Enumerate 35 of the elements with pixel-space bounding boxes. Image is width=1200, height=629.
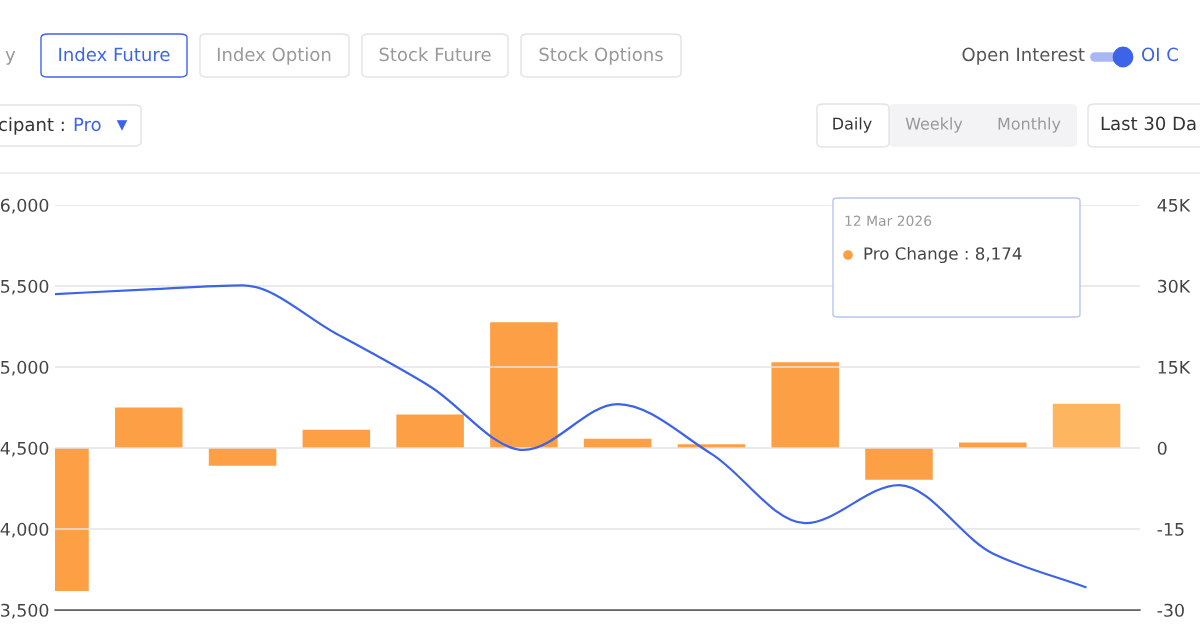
y2-tick-label: 15K (1158, 360, 1191, 374)
text: Pro (74, 117, 101, 132)
text: Index Future (59, 47, 170, 62)
y-tick-label: 5,000 (1, 360, 49, 376)
y-tick-label: 4,000 (0, 522, 49, 538)
text: Open Interest (962, 47, 1085, 65)
y2-tick-label: -30 (1157, 603, 1184, 617)
bar (1052, 403, 1121, 448)
annotation: Pro Change : 8,174 (864, 246, 1022, 264)
bar (771, 362, 839, 448)
bar (490, 322, 558, 448)
text: Daily (833, 117, 872, 133)
bar (208, 448, 277, 466)
text: Monthly (998, 117, 1061, 133)
y2-tick-label: 0 (1157, 441, 1167, 455)
text: y (5, 51, 16, 65)
y2-tick-label: 45K (1157, 198, 1191, 212)
text: OI C (1142, 47, 1178, 62)
y-tick-label: 6,000 (0, 198, 49, 214)
bar (396, 414, 464, 448)
y2-tick-label: -15 (1157, 522, 1184, 536)
y-tick-label: 3,500 (1, 603, 49, 619)
annotation: 12 Mar 2026 (845, 215, 932, 227)
text: Stock Future (379, 47, 491, 62)
y-tick-label: 5,500 (1, 279, 49, 295)
y2-tick-label: 30K (1157, 279, 1191, 293)
line-series (55, 284, 1088, 589)
bar (865, 448, 933, 480)
bar (302, 429, 371, 448)
bar (115, 407, 183, 448)
text: Weekly (905, 117, 963, 133)
text: Last 30 Da (1101, 116, 1196, 131)
text: Stock Options (539, 47, 663, 65)
y-tick-label: 4,500 (0, 441, 49, 457)
text: Index Option (217, 47, 331, 65)
